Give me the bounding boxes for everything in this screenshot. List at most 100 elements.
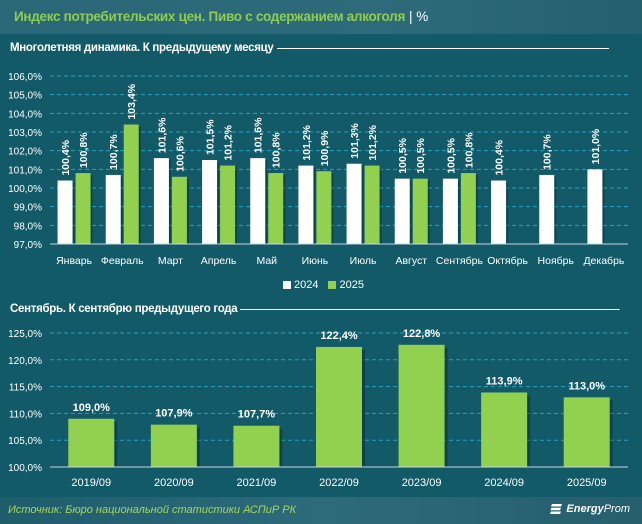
chart1-data-label: 100,7% bbox=[542, 134, 554, 170]
chart2-xtick-label: 2021/09 bbox=[237, 477, 277, 489]
chart1-bar-2025 bbox=[364, 165, 380, 244]
chart1-ytick-label: 101,0% bbox=[8, 165, 42, 176]
chart1-bar-2024 bbox=[298, 165, 314, 244]
chart1-bar-2025 bbox=[460, 173, 476, 244]
chart1-data-label: 101,0% bbox=[590, 128, 602, 164]
chart1-data-label: 101,3% bbox=[349, 122, 361, 158]
chart1-bar-2024 bbox=[394, 178, 410, 244]
logo-regular-text: Prom bbox=[603, 503, 630, 515]
chart1-data-label: 100,4% bbox=[494, 139, 506, 175]
legend-item-2024: 2024 bbox=[283, 279, 318, 291]
chart1-bar-2024 bbox=[202, 160, 218, 244]
chart1-data-label: 101,2% bbox=[223, 124, 235, 160]
chart1-xtick-label: Июль bbox=[350, 255, 377, 267]
chart1-bar-2024 bbox=[153, 158, 169, 244]
chart1-ytick-label: 98,0% bbox=[14, 221, 42, 232]
chart2-data-label: 107,7% bbox=[238, 409, 276, 421]
chart1-data-label: 100,8% bbox=[78, 132, 90, 168]
chart1-data-label: 100,4% bbox=[60, 139, 72, 175]
legend-item-2025: 2025 bbox=[328, 279, 364, 291]
chart1-bar-2024 bbox=[491, 180, 507, 244]
chart1-ytick-label: 100,0% bbox=[8, 184, 42, 195]
chart1-monthly: 97,0% 98,0% 99,0% 100,0% 101,0% 102,0% 103,0% 1… bbox=[8, 72, 628, 267]
chart1-ytick-label: 97,0% bbox=[14, 240, 42, 251]
chart2-ytick-label: 115,0% bbox=[9, 383, 42, 394]
chart1-bar-2024 bbox=[587, 169, 603, 244]
chart1-bar-2025 bbox=[412, 178, 428, 244]
chart2-data-label: 107,9% bbox=[155, 408, 193, 420]
chart2-xtick-label: 2024/09 bbox=[484, 477, 524, 489]
legend-swatch-2025 bbox=[328, 281, 337, 289]
chart1-ytick-label: 105,0% bbox=[8, 91, 42, 102]
chart1-data-label: 100,6% bbox=[174, 136, 186, 172]
page-title: Индекс потребительских цен. Пиво с содер… bbox=[14, 9, 428, 24]
chart2-bar bbox=[481, 392, 528, 467]
chart1-bar-2025 bbox=[171, 176, 187, 244]
chart1-data-label: 100,8% bbox=[271, 132, 283, 168]
title-text: Индекс потребительских цен. Пиво с содер… bbox=[14, 9, 406, 24]
chart2-ytick-label: 120,0% bbox=[8, 356, 42, 367]
chart1-bar-2024 bbox=[250, 158, 266, 244]
chart2-ytick-label: 100,0% bbox=[8, 463, 42, 474]
chart1-data-label: 101,6% bbox=[156, 117, 168, 153]
chart2-bar bbox=[316, 346, 362, 467]
chart2-xtick-label: 2025/09 bbox=[567, 477, 607, 489]
chart1-title: Многолетняя динамика. К предыдущему меся… bbox=[10, 42, 609, 54]
chart1-bar-2025 bbox=[316, 171, 332, 244]
chart2-data-label: 113,9% bbox=[486, 375, 523, 387]
chart1-title-rule bbox=[276, 47, 609, 49]
chart1-xtick-label: Август bbox=[395, 255, 427, 267]
chart1-xtick-label: Сентябрь bbox=[436, 255, 484, 267]
chart2-xtick-label: 2023/09 bbox=[402, 477, 442, 489]
chart1-ytick-label: 103,0% bbox=[8, 128, 42, 139]
chart2-ytick-label: 110,0% bbox=[9, 409, 42, 420]
legend-label-2024: 2024 bbox=[294, 279, 319, 291]
chart1-xtick-label: Январь bbox=[56, 255, 93, 267]
chart2-ytick-label: 105,0% bbox=[8, 436, 42, 447]
chart1-bar-2024 bbox=[442, 178, 458, 244]
chart1-xtick-label: Февраль bbox=[101, 255, 144, 267]
chart1-data-label: 100,8% bbox=[463, 132, 475, 168]
chart1-bar-2024 bbox=[105, 174, 121, 244]
chart2-data-label: 122,8% bbox=[403, 328, 441, 340]
title-separator: | bbox=[409, 9, 413, 24]
header: Индекс потребительских цен. Пиво с содер… bbox=[0, 0, 642, 34]
chart1-bar-2024 bbox=[539, 174, 555, 244]
chart1-ytick-label: 99,0% bbox=[14, 203, 42, 214]
chart2-bar bbox=[563, 397, 610, 467]
chart1-data-label: 100,5% bbox=[397, 137, 409, 173]
chart2-title: Сентябрь. К сентябрю предыдущего года bbox=[10, 303, 621, 315]
chart1-title-text: Многолетняя динамика. К предыдущему меся… bbox=[10, 42, 274, 54]
chart1-xtick-label: Декабрь bbox=[583, 255, 624, 267]
chart2-bar bbox=[398, 344, 445, 467]
chart1-data-label: 100,7% bbox=[108, 134, 120, 170]
chart1-data-label: 100,5% bbox=[415, 137, 427, 173]
chart2-title-text: Сентябрь. К сентябрю предыдущего года bbox=[10, 303, 238, 315]
chart1-bar-2024 bbox=[346, 163, 362, 244]
chart1-bar-2024 bbox=[57, 180, 73, 244]
chart2-xtick-label: 2019/09 bbox=[71, 477, 111, 489]
chart2-bar bbox=[150, 424, 197, 467]
chart2-data-label: 113,0% bbox=[568, 380, 605, 392]
energyprom-logo: Energy Prom bbox=[550, 503, 630, 515]
chart1-ytick-label: 106,0% bbox=[8, 72, 42, 83]
chart1-bar-2025 bbox=[123, 124, 139, 244]
chart1-data-label: 101,2% bbox=[367, 124, 379, 160]
chart1-bar-2025 bbox=[75, 173, 91, 244]
chart2-data-label: 109,0% bbox=[73, 402, 111, 414]
chart1-data-label: 101,2% bbox=[301, 124, 313, 160]
legend-swatch-2024 bbox=[283, 281, 291, 289]
logo-bold-text: Energy bbox=[566, 503, 604, 515]
chart1-xtick-label: Май bbox=[256, 255, 277, 267]
chart1-data-label: 103,4% bbox=[126, 83, 138, 119]
chart1-data-label: 101,6% bbox=[253, 117, 265, 153]
chart2-ytick-label: 125,0% bbox=[8, 329, 42, 340]
footer: Источник: Бюро национальной статистики А… bbox=[0, 497, 642, 524]
chart2-bar bbox=[68, 418, 115, 467]
chart1-ytick-label: 102,0% bbox=[8, 147, 42, 158]
chart1-xtick-label: Март bbox=[158, 255, 183, 267]
title-unit: % bbox=[416, 9, 428, 24]
logo-icon bbox=[550, 504, 563, 514]
chart2-xtick-label: 2022/09 bbox=[319, 477, 359, 489]
